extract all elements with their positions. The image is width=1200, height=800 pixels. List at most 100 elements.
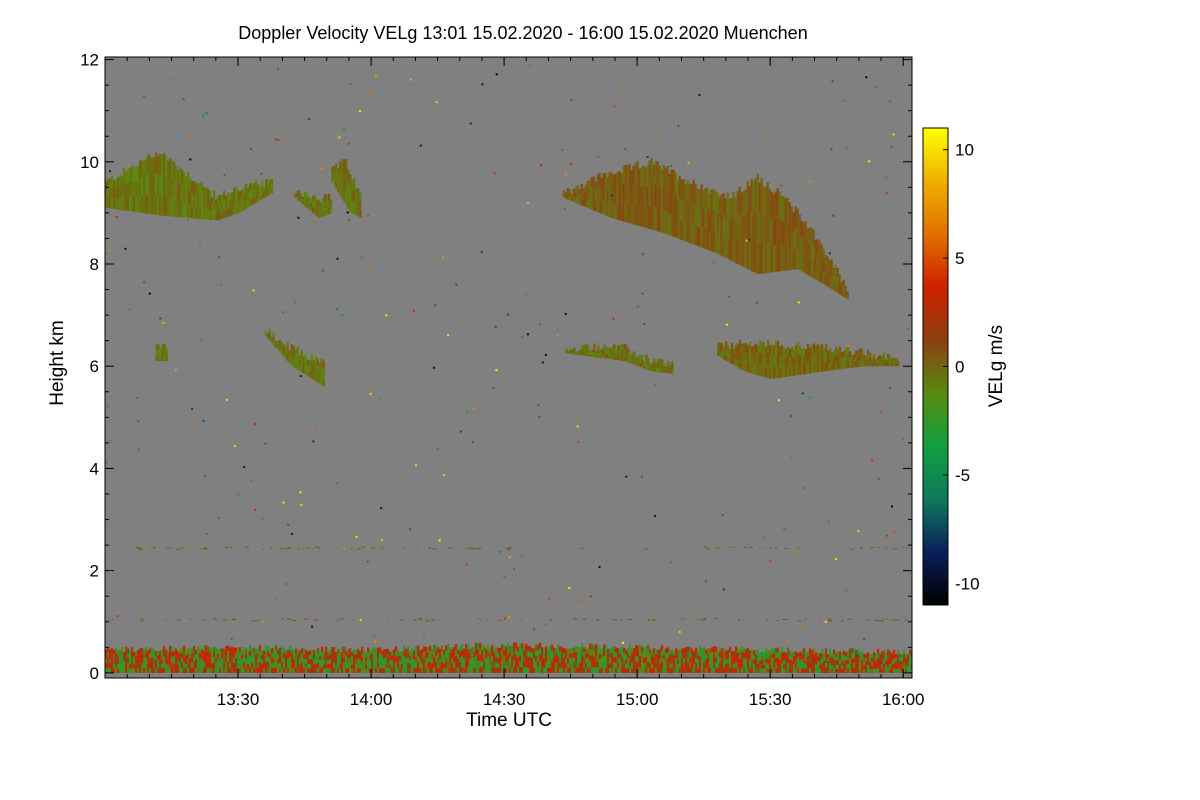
- velocity-cell: [477, 661, 480, 667]
- velocity-cell: [577, 662, 580, 668]
- velocity-cell: [657, 359, 660, 364]
- velocity-cell: [899, 661, 902, 666]
- velocity-cell: [665, 366, 668, 369]
- velocity-cell: [804, 256, 807, 274]
- velocity-cell: [247, 668, 250, 673]
- velocity-cell: [785, 357, 788, 368]
- velocity-cell: [491, 644, 494, 651]
- velocity-cell: [725, 664, 728, 669]
- velocity-cell: [774, 191, 777, 219]
- velocity-cell: [821, 344, 824, 354]
- velocity-cell: [279, 667, 282, 673]
- velocity-cell: [663, 363, 666, 367]
- velocity-cell: [857, 350, 860, 356]
- velocity-cell: [704, 228, 707, 249]
- velocity-cell: [731, 342, 734, 350]
- velocity-cell: [165, 663, 168, 669]
- velocity-cell: [557, 667, 560, 673]
- velocity-cell: [802, 255, 805, 273]
- velocity-cell: [294, 361, 297, 369]
- velocity-cell: [608, 187, 611, 203]
- velocity-cell: [437, 657, 440, 663]
- speckle: [556, 334, 559, 337]
- velocity-cell: [287, 654, 290, 659]
- clutter-pixel: [647, 619, 650, 620]
- velocity-cell: [795, 344, 798, 356]
- velocity-cell: [229, 194, 232, 202]
- velocity-cell: [189, 204, 192, 219]
- velocity-cell: [291, 653, 294, 659]
- clutter-pixel: [437, 619, 441, 621]
- velocity-cell: [891, 363, 894, 367]
- velocity-cell: [747, 354, 750, 364]
- velocity-cell: [423, 651, 426, 657]
- velocity-cell: [645, 354, 648, 360]
- velocity-cell: [763, 342, 766, 354]
- velocity-cell: [806, 259, 809, 275]
- velocity-cell: [825, 361, 828, 372]
- clutter-pixel: [417, 548, 419, 550]
- velocity-cell: [295, 193, 299, 197]
- velocity-cell: [459, 646, 462, 652]
- velocity-cell: [397, 664, 400, 669]
- speckle: [766, 136, 769, 139]
- velocity-cell: [635, 656, 638, 662]
- clutter-pixel: [304, 547, 310, 549]
- velocity-cell: [533, 648, 536, 654]
- velocity-cell: [891, 661, 894, 665]
- velocity-cell: [778, 191, 781, 219]
- velocity-cell: [885, 653, 888, 657]
- velocity-cell: [351, 191, 354, 203]
- velocity-cell: [747, 667, 750, 673]
- velocity-cell: [181, 201, 184, 218]
- velocity-cell: [596, 187, 599, 200]
- velocity-cell: [780, 195, 783, 221]
- velocity-cell: [739, 663, 742, 669]
- velocity-cell: [225, 202, 228, 211]
- velocity-cell: [315, 668, 318, 673]
- velocity-cell: [161, 654, 164, 659]
- velocity-cell: [857, 649, 860, 654]
- velocity-cell: [211, 204, 214, 213]
- speckle: [107, 405, 110, 408]
- velocity-cell: [157, 655, 160, 660]
- velocity-cell: [333, 662, 336, 668]
- velocity-cell: [873, 664, 876, 669]
- velocity-cell: [329, 663, 332, 669]
- velocity-cell: [629, 667, 632, 673]
- velocity-cell: [329, 649, 332, 655]
- velocity-cell: [279, 648, 282, 653]
- velocity-cell: [617, 355, 620, 361]
- velocity-cell: [183, 187, 186, 203]
- velocity-cell: [175, 653, 178, 659]
- velocity-cell: [601, 668, 604, 673]
- velocity-cell: [335, 171, 338, 181]
- speckle: [193, 424, 196, 427]
- velocity-cell: [359, 650, 362, 656]
- velocity-cell: [775, 663, 778, 668]
- clutter-pixel: [432, 548, 437, 550]
- velocity-cell: [257, 190, 260, 196]
- velocity-cell: [759, 364, 762, 376]
- velocity-cell: [803, 648, 806, 654]
- velocity-cell: [445, 650, 448, 657]
- velocity-cell: [841, 664, 844, 669]
- speckle: [621, 641, 624, 644]
- velocity-cell: [757, 659, 760, 664]
- velocity-cell: [789, 357, 792, 367]
- velocity-cell: [576, 185, 579, 192]
- velocity-cell: [751, 659, 754, 664]
- velocity-cell: [889, 359, 892, 363]
- velocity-cell: [847, 346, 850, 354]
- velocity-cell: [105, 663, 108, 669]
- velocity-cell: [841, 660, 844, 665]
- velocity-cell: [375, 663, 378, 669]
- velocity-cell: [211, 663, 214, 669]
- velocity-cell: [479, 666, 482, 673]
- velocity-cell: [897, 362, 900, 365]
- velocity-cell: [309, 655, 312, 660]
- velocity-cell: [113, 650, 116, 655]
- velocity-cell: [229, 208, 232, 217]
- velocity-cell: [827, 665, 830, 670]
- velocity-cell: [831, 653, 834, 658]
